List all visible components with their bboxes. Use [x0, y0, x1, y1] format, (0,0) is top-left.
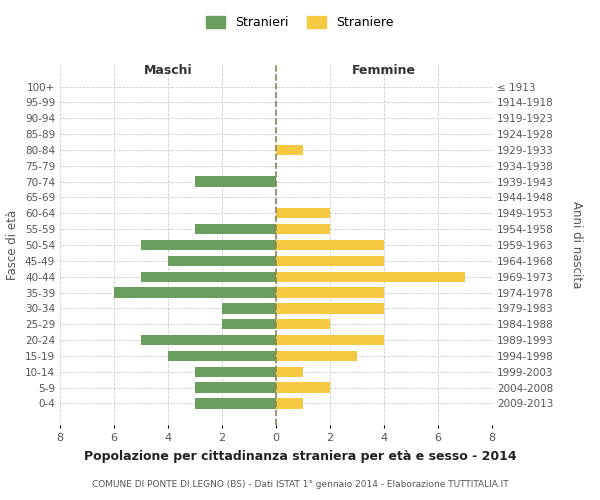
Bar [222, 319, 276, 330]
Bar [276, 303, 384, 314]
Text: Maschi: Maschi [143, 64, 193, 77]
Bar [141, 240, 276, 250]
Legend: Stranieri, Straniere: Stranieri, Straniere [202, 11, 398, 34]
Bar [276, 398, 303, 408]
Bar [195, 224, 276, 234]
Bar [276, 382, 330, 393]
Y-axis label: Anni di nascita: Anni di nascita [570, 202, 583, 288]
Bar [195, 398, 276, 408]
Bar [276, 208, 330, 218]
Bar [276, 366, 303, 377]
Bar [276, 224, 330, 234]
Bar [276, 319, 330, 330]
Bar [141, 272, 276, 282]
Bar [114, 288, 276, 298]
Text: Popolazione per cittadinanza straniera per età e sesso - 2014: Popolazione per cittadinanza straniera p… [83, 450, 517, 463]
Bar [276, 351, 357, 361]
Bar [276, 272, 465, 282]
Text: COMUNE DI PONTE DI LEGNO (BS) - Dati ISTAT 1° gennaio 2014 - Elaborazione TUTTIT: COMUNE DI PONTE DI LEGNO (BS) - Dati IST… [92, 480, 508, 489]
Bar [168, 351, 276, 361]
Bar [276, 256, 384, 266]
Bar [276, 335, 384, 345]
Bar [141, 335, 276, 345]
Bar [195, 382, 276, 393]
Bar [195, 176, 276, 187]
Bar [276, 240, 384, 250]
Bar [222, 303, 276, 314]
Bar [168, 256, 276, 266]
Y-axis label: Fasce di età: Fasce di età [7, 210, 19, 280]
Bar [276, 288, 384, 298]
Bar [195, 366, 276, 377]
Bar [276, 145, 303, 155]
Text: Femmine: Femmine [352, 64, 416, 77]
